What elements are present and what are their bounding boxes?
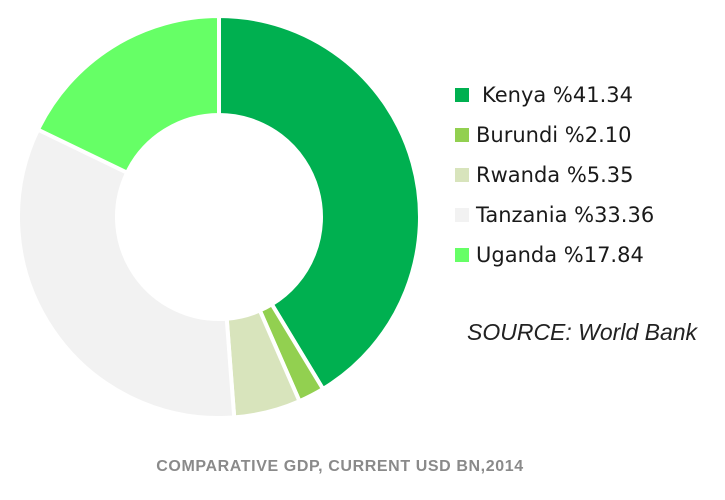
legend-label-kenya: Kenya %41.34 — [482, 83, 633, 107]
slice-kenya — [217, 14, 422, 391]
legend-swatch-uganda — [455, 248, 469, 262]
legend-label-uganda: Uganda %17.84 — [476, 243, 644, 267]
slice-tanzania — [16, 127, 237, 420]
donut-slices — [16, 14, 422, 420]
legend-label-burundi: Burundi %2.10 — [476, 123, 632, 147]
chart-legend: Kenya %41.34 Burundi %2.10 Rwanda %5.35 Tan… — [455, 83, 654, 267]
legend-swatch-kenya — [455, 88, 469, 102]
source-note: SOURCE: World Bank — [467, 319, 699, 345]
chart-caption: COMPARATIVE GDP, CURRENT USD BN,2014 — [156, 458, 523, 475]
legend-label-tanzania: Tanzania %33.36 — [475, 203, 654, 227]
legend-swatch-burundi — [455, 128, 469, 142]
legend-swatch-tanzania — [455, 208, 469, 222]
legend-label-rwanda: Rwanda %5.35 — [476, 163, 634, 187]
legend-swatch-rwanda — [455, 168, 469, 182]
slice-uganda — [35, 14, 221, 175]
